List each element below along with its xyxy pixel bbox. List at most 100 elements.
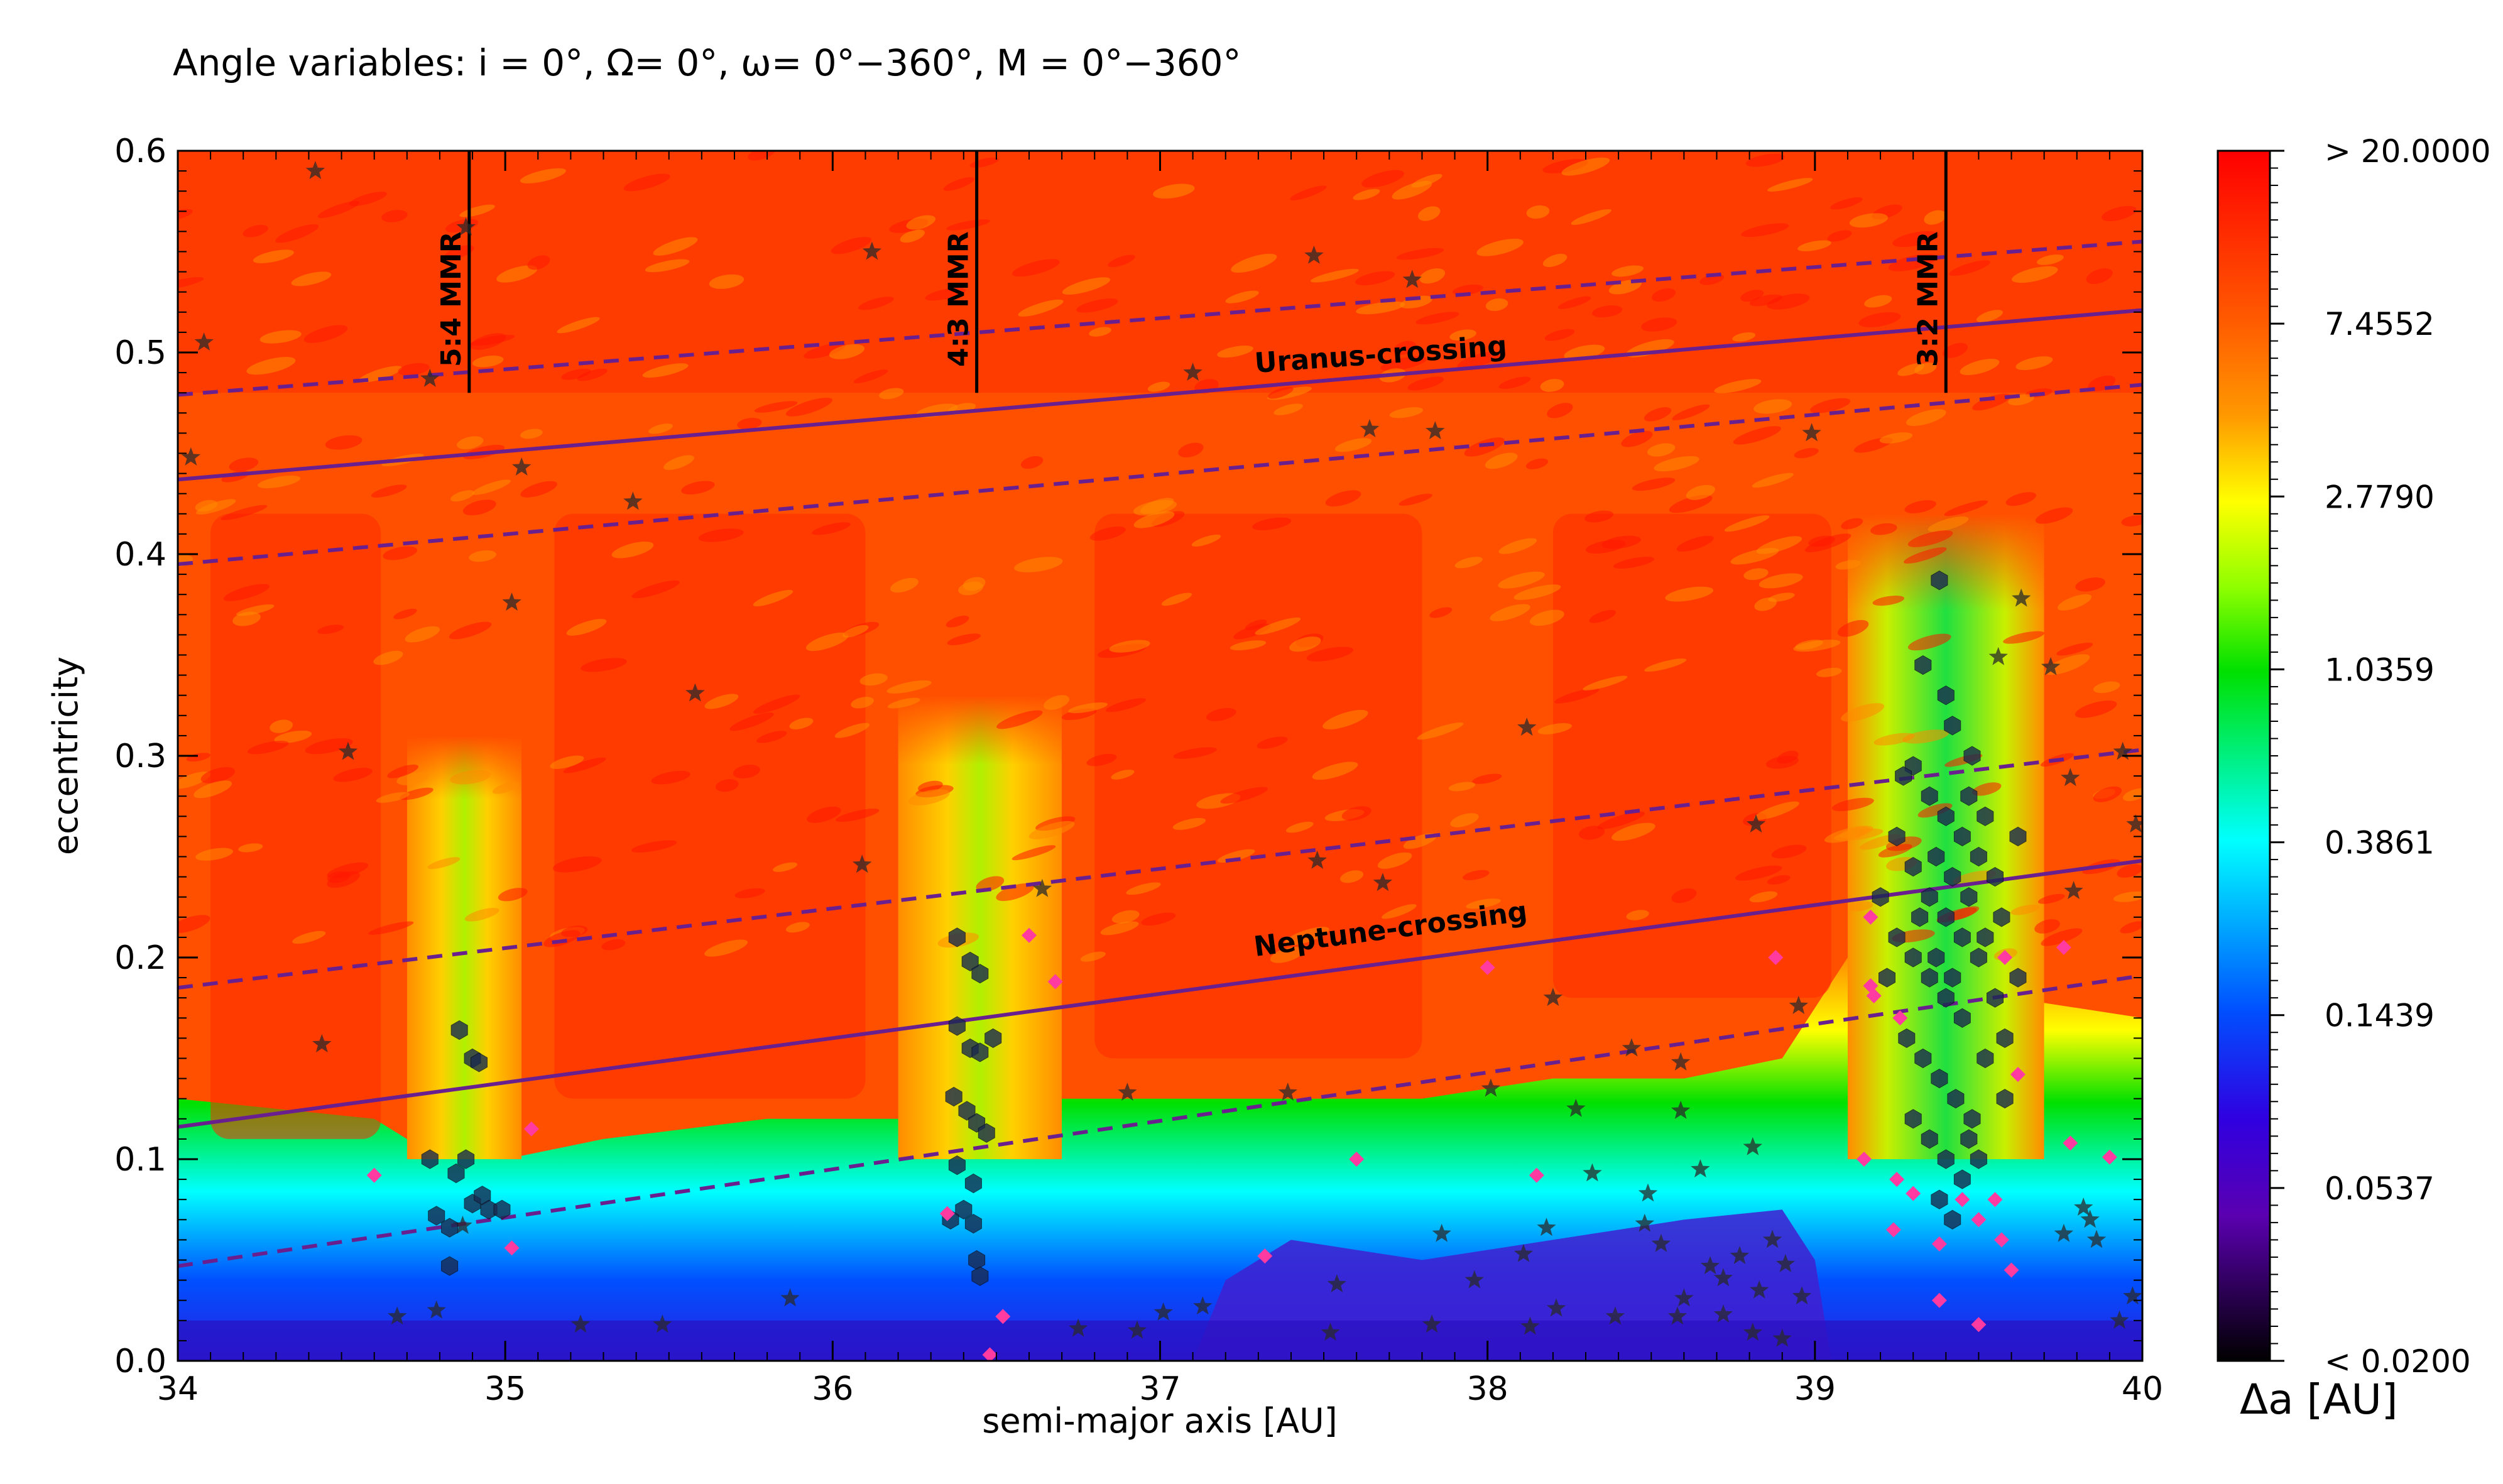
texture-streak [1907, 633, 1951, 651]
texture-streak [1233, 623, 1271, 640]
hexagon-marker [1904, 947, 1922, 968]
texture-streak [1669, 494, 1713, 513]
hexagon-marker [1904, 1109, 1922, 1129]
hexagon-marker [1895, 766, 1912, 786]
texture-streak [1285, 821, 1314, 833]
x-tick-label: 40 [2122, 1370, 2163, 1408]
texture-streak [704, 939, 748, 957]
texture-streak [1767, 875, 1791, 885]
texture-streak [1652, 288, 1676, 302]
texture-streak [1100, 921, 1139, 936]
texture-streak [1028, 821, 1075, 839]
texture-streak [236, 604, 275, 616]
texture-streak [2121, 515, 2142, 526]
texture-streak [238, 843, 263, 853]
hexagon-marker [1960, 887, 1978, 907]
texture-streak [1525, 458, 1549, 469]
hexagon-marker [441, 1256, 459, 1276]
texture-streak [1735, 865, 1782, 881]
star-marker [1118, 1083, 1137, 1101]
diamond-marker [1529, 1167, 1544, 1183]
texture-streak [1583, 675, 1628, 690]
texture-streak [1464, 437, 1505, 457]
texture-streak [371, 484, 407, 498]
star-marker [453, 1215, 472, 1234]
texture-streak [1361, 170, 1404, 188]
colorbar-tick-label: < 0.0200 [2325, 1343, 2471, 1380]
texture-streak [1928, 516, 1969, 532]
star-marker [1700, 1256, 1720, 1275]
colorbar-tick-label: 0.0537 [2325, 1170, 2435, 1207]
texture-streak [1231, 253, 1277, 273]
hexagon-marker [1970, 1149, 1987, 1169]
star-marker [1327, 1274, 1347, 1292]
overlays [178, 151, 2142, 1361]
texture-streak [1147, 381, 1170, 392]
texture-streak [807, 806, 841, 823]
texture-streak [246, 357, 296, 375]
star-marker [1032, 878, 1052, 897]
texture-streak [291, 271, 332, 286]
texture-streak [368, 921, 414, 935]
diamond-marker [1857, 1152, 1872, 1167]
colorbar-tick-label: 7.4552 [2325, 306, 2435, 342]
star-marker [1802, 423, 1821, 442]
texture-streak [753, 589, 793, 607]
texture-streak [1310, 268, 1359, 283]
texture-streak [879, 388, 904, 400]
texture-streak [748, 151, 776, 161]
texture-streak [178, 915, 210, 934]
texture-streak [1111, 769, 1135, 780]
diamond-marker [504, 1240, 520, 1256]
star-marker [1464, 1270, 1484, 1289]
texture-streak [996, 883, 1034, 902]
texture-streak [464, 908, 499, 922]
hexagon-marker [1872, 887, 1889, 907]
star-marker [1583, 1163, 1602, 1182]
star-marker [1537, 1218, 1556, 1236]
star-marker [653, 1314, 672, 1333]
y-tick-label: 0.4 [114, 536, 166, 574]
star-marker [1635, 1213, 1654, 1232]
texture-streak [642, 363, 689, 378]
star-marker [2041, 657, 2061, 675]
hexagon-marker [1993, 907, 2010, 927]
texture-streak [623, 173, 670, 192]
crossing-bound-line [178, 383, 2142, 567]
hexagon-marker [1931, 570, 1948, 591]
texture-streak [498, 888, 528, 902]
texture-streak [1141, 912, 1176, 926]
texture-streak [1126, 882, 1161, 895]
hexagon-marker [1977, 1048, 1994, 1069]
texture-streak [753, 694, 800, 714]
diamond-marker [1863, 978, 1879, 993]
hexagon-marker [1996, 1089, 2014, 1109]
texture-streak [1153, 183, 1195, 199]
texture-streak [1611, 265, 1644, 277]
hexagon-marker [1921, 1129, 1938, 1149]
diamond-marker [1971, 1212, 1987, 1228]
texture-streak [1976, 310, 2003, 322]
star-marker [2080, 1209, 2100, 1228]
hexagon-marker [1963, 746, 1981, 766]
star-marker [1193, 1296, 1213, 1315]
texture-streak [804, 342, 846, 359]
star-marker [1671, 1101, 1691, 1119]
texture-streak [946, 219, 991, 231]
texture-streak [1733, 426, 1781, 445]
texture-streak [449, 621, 492, 640]
texture-streak [1289, 636, 1321, 652]
star-marker [1546, 1298, 1566, 1317]
texture-streak [1217, 346, 1253, 358]
hexagon-marker [1987, 988, 2004, 1008]
texture-streak [229, 457, 259, 472]
texture-streak [756, 731, 787, 743]
texture-streak [469, 550, 497, 562]
diamond-marker [1971, 1317, 1987, 1333]
diamond-marker [1257, 1248, 1273, 1264]
texture-streak [1906, 409, 1946, 426]
star-marker [194, 332, 214, 351]
hexagon-marker [428, 1206, 445, 1226]
texture-streak [2057, 594, 2092, 611]
texture-streak [976, 876, 1005, 892]
